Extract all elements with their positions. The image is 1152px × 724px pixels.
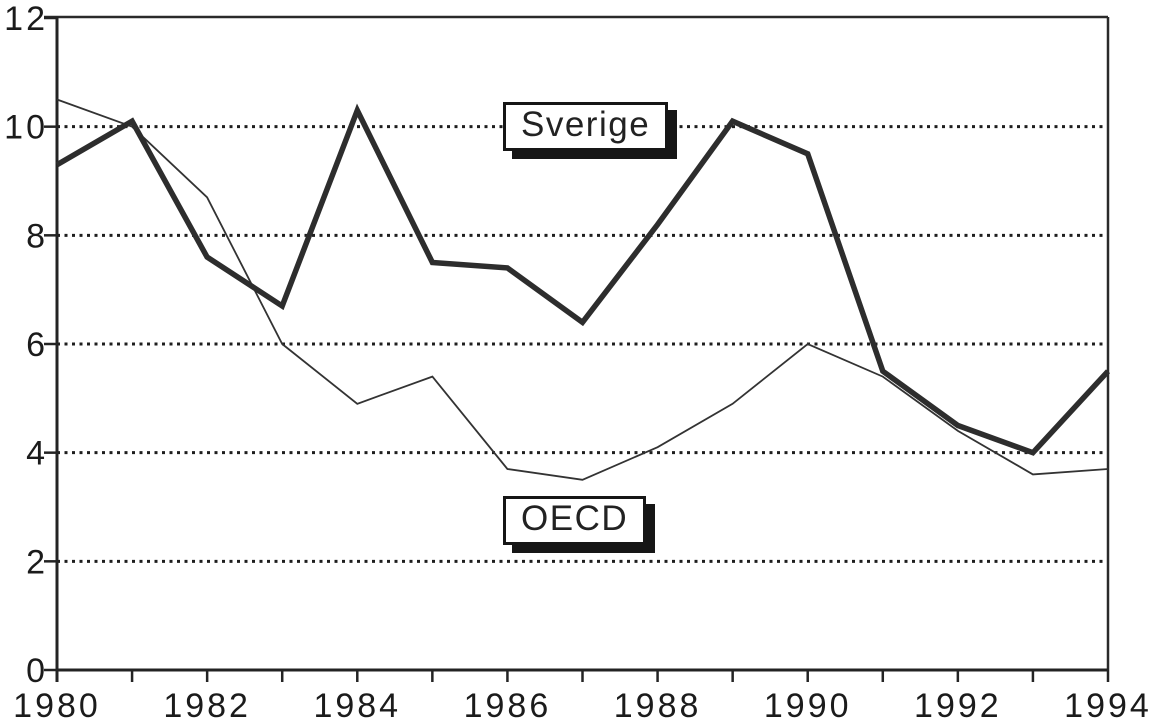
y-tick-label-6: 6: [26, 326, 48, 364]
x-tick-label-1992: 1992: [914, 687, 1002, 724]
x-tick-label-1980: 1980: [13, 687, 101, 724]
x-tick-label-1982: 1982: [163, 687, 251, 724]
y-tick-label-12: 12: [4, 0, 48, 38]
y-tick-label-10: 10: [4, 109, 48, 147]
x-tick-label-1994: 1994: [1064, 687, 1152, 724]
x-tick-label-1984: 1984: [313, 687, 401, 724]
y-tick-label-2: 2: [26, 543, 48, 581]
series-label-box-oecd: OECD: [503, 496, 647, 545]
y-tick-label-8: 8: [26, 217, 48, 255]
x-tick-label-1986: 1986: [464, 687, 552, 724]
series-label-box-sverige: Sverige: [503, 102, 669, 151]
series-line-oecd: [56, 98, 1109, 481]
series-line-sverige: [55, 103, 1111, 456]
x-tick-label-1990: 1990: [764, 687, 852, 724]
x-tick-label-1988: 1988: [614, 687, 702, 724]
y-tick-label-0: 0: [26, 652, 48, 690]
y-tick-label-4: 4: [26, 435, 48, 473]
